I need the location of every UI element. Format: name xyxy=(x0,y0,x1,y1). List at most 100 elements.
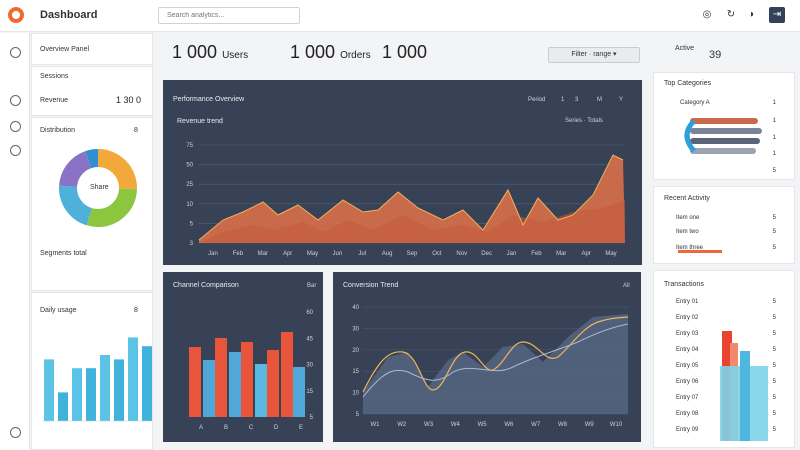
line-x-label: W10 xyxy=(610,422,623,428)
range-y[interactable]: Y xyxy=(619,97,624,103)
main-x-label: Apr xyxy=(283,251,292,257)
mini-bar-5 xyxy=(100,355,110,421)
bar-x-label: C xyxy=(249,425,254,431)
revenue-label: Revenue xyxy=(40,97,69,104)
main-x-label: Apr xyxy=(581,251,590,257)
transaction-row-num: 5 xyxy=(772,315,776,321)
activity-row-3[interactable]: Item three xyxy=(676,245,704,251)
transaction-row-label[interactable]: Entry 01 xyxy=(676,299,699,305)
line-chart-badge[interactable]: All xyxy=(623,283,630,289)
transaction-row-label[interactable]: Entry 02 xyxy=(676,315,699,321)
period-control[interactable]: Period xyxy=(528,97,546,103)
transaction-row-num: 5 xyxy=(772,395,776,401)
donut-center-label: Share xyxy=(90,184,109,191)
line-y-label: 30 xyxy=(352,326,359,332)
transactions-title: Transactions xyxy=(664,281,704,288)
stat-third-value: 1 000 xyxy=(382,42,428,62)
bar-x-label: D xyxy=(274,425,279,431)
bar-chart-badge[interactable]: Bar xyxy=(307,283,317,289)
stat-orders-value: 1 000 xyxy=(290,42,336,62)
category-bar-4 xyxy=(690,148,756,154)
daily-usage-widget: Daily usage 8 xyxy=(31,292,153,450)
analytics-icon[interactable] xyxy=(10,95,21,106)
bar-chart-title: Channel Comparison xyxy=(173,282,239,289)
recent-activity-widget: Recent Activity Item one 5 Item two 5 It… xyxy=(653,186,795,264)
category-num-3: 1 xyxy=(772,135,776,141)
refresh-icon[interactable]: ↻ xyxy=(726,9,736,20)
main-x-label: Nov xyxy=(456,251,467,257)
sessions-label: Sessions xyxy=(40,73,69,80)
transaction-row-label[interactable]: Entry 04 xyxy=(676,347,699,353)
mini-bar-7 xyxy=(128,337,138,421)
line-x-label: W4 xyxy=(451,422,461,428)
line-x-label: W5 xyxy=(478,422,488,428)
profile-icon[interactable]: ⇥ xyxy=(769,7,785,23)
reports-icon[interactable] xyxy=(10,145,21,156)
search-input[interactable] xyxy=(158,7,300,24)
category-bar-1 xyxy=(690,118,758,124)
users-icon[interactable] xyxy=(10,121,21,132)
donut-slice-blue xyxy=(59,149,137,227)
transactions-bars xyxy=(720,331,768,441)
transaction-row-label[interactable]: Entry 09 xyxy=(676,427,699,433)
range-1[interactable]: 1 xyxy=(561,97,565,103)
activity-row-1[interactable]: Item one xyxy=(676,215,700,221)
range-3[interactable]: 3 xyxy=(575,97,579,103)
transaction-bar-blue-2 xyxy=(740,351,750,441)
app-title: Dashboard xyxy=(40,9,98,21)
bar-y-label: 5 xyxy=(310,415,314,421)
line-chart-title: Conversion Trend xyxy=(343,282,399,289)
main-chart-panel: Performance Overview Revenue trend Serie… xyxy=(163,80,642,265)
transaction-row-label[interactable]: Entry 08 xyxy=(676,411,699,417)
transaction-row-label[interactable]: Entry 05 xyxy=(676,363,699,369)
line-x-label: W1 xyxy=(371,422,381,428)
line-series-light xyxy=(362,323,629,398)
main-x-label: Dec xyxy=(481,251,492,257)
top-categories-title: Top Categories xyxy=(664,80,712,87)
category-footer-num: 5 xyxy=(772,168,776,174)
main-x-label: Jan xyxy=(208,251,218,257)
bar-9 xyxy=(293,367,305,417)
main-y-label: 5 xyxy=(190,221,194,227)
activity-progress xyxy=(678,250,722,253)
main-x-label: Jun xyxy=(333,251,343,257)
bar-4 xyxy=(229,352,241,417)
main-x-label: Jan xyxy=(507,251,517,257)
line-x-label: W2 xyxy=(397,422,407,428)
main-x-label: Oct xyxy=(432,251,442,257)
bar-2 xyxy=(203,360,215,417)
home-icon[interactable] xyxy=(10,47,21,58)
transaction-row-label[interactable]: Entry 07 xyxy=(676,395,699,401)
daily-usage-chart xyxy=(42,337,152,422)
settings-icon[interactable]: ◑ xyxy=(747,9,755,20)
stat-users: 1 000 Users xyxy=(172,42,248,63)
daily-usage-value: 8 xyxy=(134,307,138,314)
active-label: Active xyxy=(675,45,695,52)
bar-x-label: E xyxy=(299,425,303,431)
left-sidebar xyxy=(0,33,30,450)
range-m[interactable]: M xyxy=(597,97,602,103)
help-icon[interactable] xyxy=(10,427,21,438)
bar-7 xyxy=(267,350,279,417)
donut-slice-green xyxy=(59,149,137,227)
distribution-widget: Distribution 8 Share Segments total xyxy=(31,117,153,291)
transaction-row-num: 5 xyxy=(772,379,776,385)
sessions-widget: Sessions Revenue 1 30 0 xyxy=(31,66,153,116)
bar-6 xyxy=(255,364,267,417)
logo-icon[interactable] xyxy=(8,7,24,23)
notification-icon[interactable]: ◎ xyxy=(702,9,712,20)
category-bars xyxy=(684,118,762,154)
transaction-row-label[interactable]: Entry 03 xyxy=(676,331,699,337)
overview-widget: Overview Panel xyxy=(31,33,153,65)
transaction-row-label[interactable]: Entry 06 xyxy=(676,379,699,385)
transactions-widget: Transactions Entry 01 5 Entry 02 5 Entry 03 5… xyxy=(653,270,795,448)
main-y-label: 75 xyxy=(186,143,193,149)
line-y-label: 5 xyxy=(356,412,360,418)
main-y-label: 25 xyxy=(186,182,193,188)
category-arc xyxy=(684,119,696,153)
filter-button[interactable]: Filter · range ▾ xyxy=(548,47,640,63)
activity-row-2[interactable]: Item two xyxy=(676,229,699,235)
line-y-label: 10 xyxy=(352,391,359,397)
recent-activity-title: Recent Activity xyxy=(664,195,710,202)
stat-third: 1 000 xyxy=(382,42,427,63)
